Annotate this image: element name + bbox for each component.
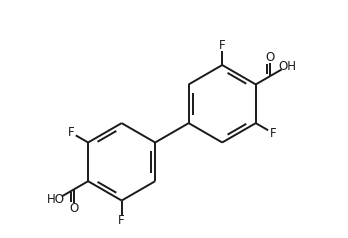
Text: F: F	[68, 126, 74, 139]
Text: OH: OH	[279, 60, 296, 73]
Text: F: F	[270, 127, 276, 140]
Text: O: O	[266, 51, 275, 64]
Text: O: O	[69, 202, 78, 215]
Text: F: F	[118, 214, 125, 227]
Text: HO: HO	[47, 193, 65, 206]
Text: F: F	[219, 39, 226, 52]
